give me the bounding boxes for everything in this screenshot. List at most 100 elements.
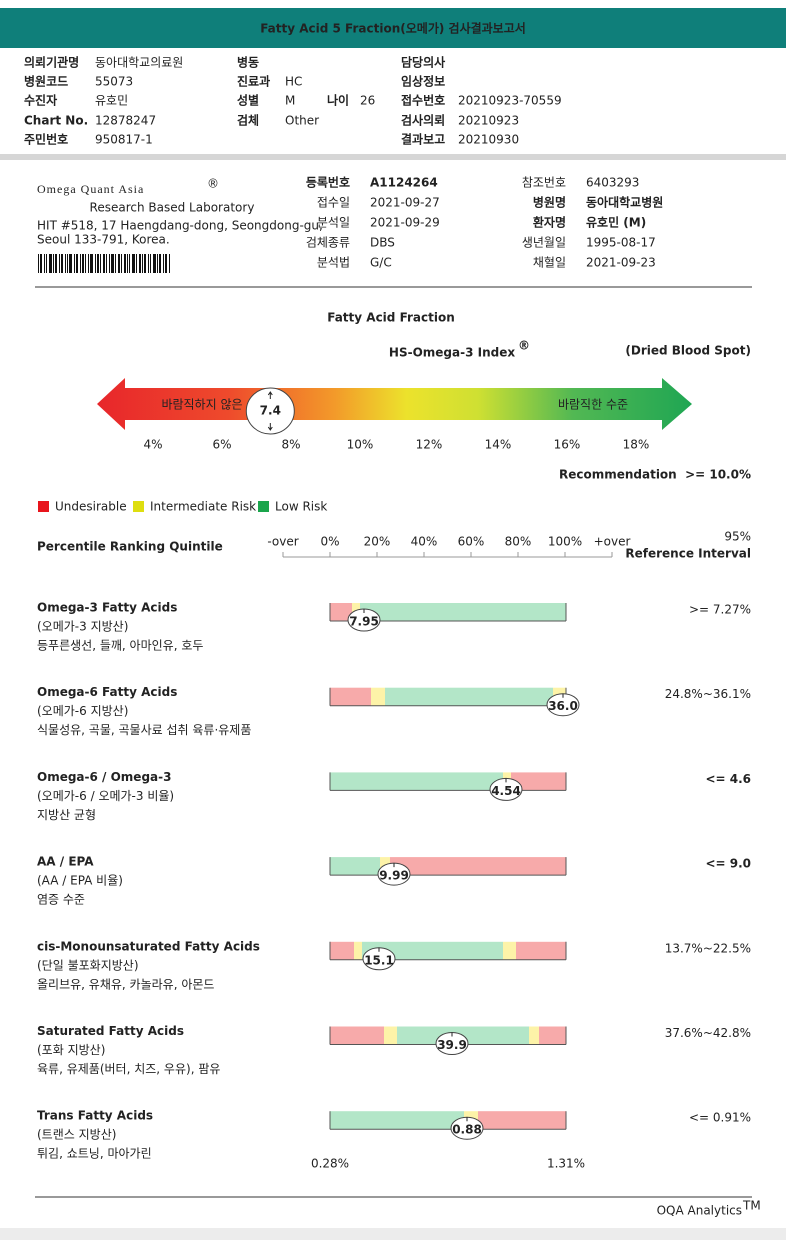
- info-value: 950817-1: [95, 133, 153, 147]
- scale-label: 12%: [416, 438, 443, 452]
- barcode-bar: [69, 254, 72, 273]
- reference-header: 95%: [724, 530, 751, 544]
- sample-label: 분석일: [317, 216, 350, 230]
- item-name: Trans Fatty Acids: [37, 1109, 153, 1123]
- barcode-bar: [67, 254, 68, 273]
- lab-address: Seoul 133-791, Korea.: [37, 233, 170, 247]
- zone: [390, 857, 566, 876]
- barcode-bar: [169, 254, 170, 273]
- info-label: 담당의사: [401, 55, 445, 70]
- scale-label: 18%: [623, 438, 650, 452]
- item-value: 0.88: [452, 1123, 482, 1137]
- sample-value: 2021-09-29: [370, 216, 440, 230]
- barcode-bar: [121, 254, 122, 273]
- zone: [516, 941, 566, 960]
- zone: [330, 1026, 384, 1045]
- lab-name: Omega Quant Asia: [37, 182, 144, 196]
- barcode-bar: [59, 254, 60, 273]
- info-label: 임상정보: [401, 74, 445, 89]
- barcode-bar: [106, 254, 107, 273]
- info-value: 동아대학교의료원: [95, 56, 183, 70]
- item-reference: 37.6%~42.8%: [665, 1026, 751, 1040]
- zone: [511, 772, 566, 791]
- info-label: 성별: [237, 93, 259, 108]
- sample-value: 2021-09-23: [586, 256, 656, 270]
- legend-swatch: [38, 501, 49, 512]
- percentile-title: Percentile Ranking Quintile: [37, 540, 223, 554]
- item-korean: (AA / EPA 비율): [37, 874, 123, 888]
- item-name: cis-Monounsaturated Fatty Acids: [37, 939, 260, 953]
- info-value: 유호민: [95, 94, 128, 108]
- info-label: 진료과: [237, 74, 270, 89]
- zone: [330, 1111, 464, 1130]
- sample-label: 등록번호: [306, 175, 350, 190]
- sample-value: 유호민 (M): [586, 215, 646, 230]
- barcode-bar: [165, 254, 167, 273]
- index-value: 7.4: [260, 404, 281, 418]
- recommendation: Recommendation >= 10.0%: [559, 468, 751, 482]
- zone: [330, 941, 354, 960]
- barcode-bar: [157, 254, 158, 273]
- info-value: 55073: [95, 75, 133, 89]
- item-name: Omega-3 Fatty Acids: [37, 601, 177, 615]
- report-title: Fatty Acid 5 Fraction(오메가) 검사결과보고서: [260, 21, 526, 36]
- item-reference: 24.8%~36.1%: [665, 687, 751, 701]
- scale-label: 14%: [485, 438, 512, 452]
- footer-brand: OQA Analytics: [657, 1204, 742, 1218]
- reference-header: Reference Interval: [625, 547, 751, 561]
- zone: [503, 941, 516, 960]
- item-value: 15.1: [364, 953, 394, 967]
- info-label: 결과보고: [401, 132, 445, 147]
- info-value: 20210923: [458, 114, 519, 128]
- sample-value: DBS: [370, 236, 395, 250]
- sample-value: 6403293: [586, 176, 639, 190]
- barcode-bar: [163, 254, 164, 273]
- sample-value: G/C: [370, 256, 392, 270]
- legend-label: Undesirable: [55, 500, 127, 514]
- sample-value: 2021-09-27: [370, 196, 440, 210]
- lab-tagline: Research Based Laboratory: [90, 201, 255, 215]
- barcode-bar: [103, 254, 105, 273]
- item-sources: 튀김, 쇼트닝, 마아가린: [37, 1147, 152, 1161]
- zone: [478, 1111, 566, 1130]
- legend-swatch: [133, 501, 144, 512]
- barcode-bar: [109, 254, 110, 273]
- barcode-bar: [90, 254, 93, 273]
- barcode-bar: [150, 254, 151, 273]
- index-name: HS-Omega-3 Index: [389, 346, 515, 360]
- item-sources: 지방산 균형: [37, 808, 96, 822]
- barcode-bar: [118, 254, 120, 273]
- sample-label: 접수일: [317, 196, 350, 210]
- percentile-scale-label: 20%: [364, 535, 391, 549]
- specimen: (Dried Blood Spot): [625, 344, 751, 358]
- barcode-bar: [95, 254, 96, 273]
- info-value: HC: [285, 75, 302, 89]
- zone: [385, 687, 553, 706]
- item-value: 9.99: [379, 869, 409, 883]
- barcode-bar: [38, 254, 39, 273]
- zone: [360, 603, 566, 621]
- barcode-bar: [55, 254, 57, 273]
- zone: [330, 603, 352, 621]
- sample-label: 생년월일: [522, 236, 566, 250]
- info-value: 12878247: [95, 114, 156, 128]
- section-title: Fatty Acid Fraction: [327, 311, 455, 325]
- sample-label: 병원명: [533, 195, 566, 210]
- item-korean: (오메가-6 지방산): [37, 704, 128, 718]
- item-reference: <= 0.91%: [689, 1111, 751, 1125]
- barcode-bar: [115, 254, 116, 273]
- item-reference: <= 4.6: [705, 772, 751, 786]
- percentile-scale-label: 100%: [548, 535, 582, 549]
- zone: [330, 857, 380, 876]
- sample-value: A1124264: [370, 176, 438, 190]
- barcode-bar: [127, 254, 128, 273]
- barcode-bar: [65, 254, 66, 273]
- footer-mark: TM: [742, 1199, 761, 1213]
- sample-value: 동아대학교병원: [586, 195, 663, 210]
- barcode-bar: [40, 254, 42, 273]
- scale-label: 6%: [212, 438, 231, 452]
- marker-arrows: [267, 391, 273, 431]
- legend-swatch: [258, 501, 269, 512]
- index-mark: ®: [518, 339, 530, 353]
